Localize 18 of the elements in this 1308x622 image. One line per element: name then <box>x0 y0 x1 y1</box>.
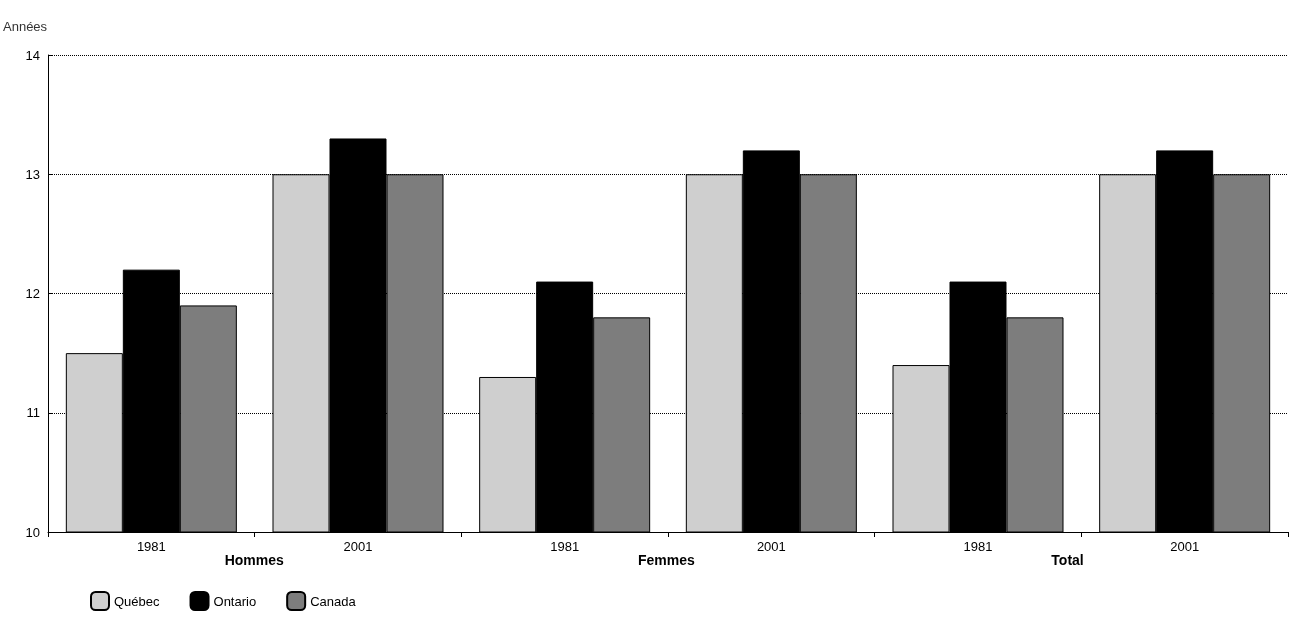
text: Hommes <box>224 552 285 568</box>
y-tick-label: 12 <box>25 286 40 301</box>
x-tick-label: 1981 <box>550 539 580 554</box>
y-tick-label: 13 <box>25 166 40 182</box>
x-tick-label: 1981 <box>136 539 166 554</box>
y-tick-label: 11 <box>26 405 40 421</box>
x-tick-label: 2001 <box>343 539 373 554</box>
text: Total <box>1051 552 1084 568</box>
x-tick-label: 2001 <box>756 539 786 554</box>
y-tick-label: 10 <box>25 524 40 540</box>
legend-label: Ontario <box>213 593 257 609</box>
text: Femmes <box>638 552 696 568</box>
legend-label: Québec <box>114 593 161 609</box>
x-tick-label: 1981 <box>963 539 993 554</box>
legend-label: Canada <box>310 593 357 609</box>
x-tick-label: 2001 <box>1170 539 1200 554</box>
y-axis-title: Années <box>3 19 48 34</box>
y-tick-label: 14 <box>25 47 40 63</box>
